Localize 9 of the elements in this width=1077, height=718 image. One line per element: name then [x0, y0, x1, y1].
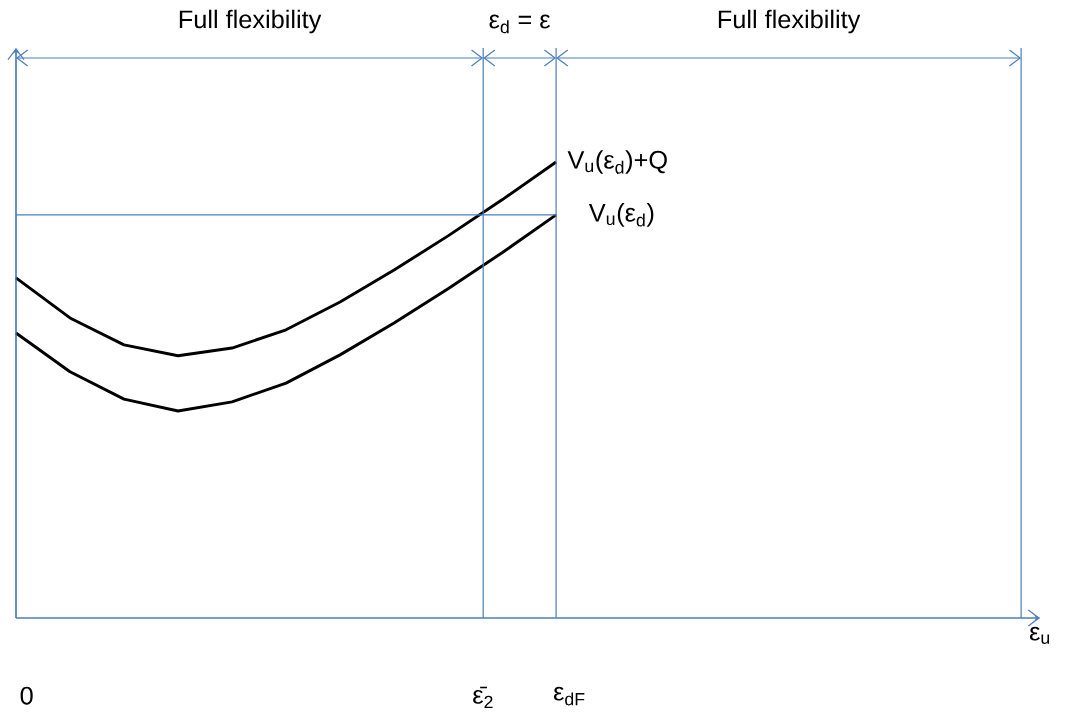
- text: ε$_{d}$ = ε: [489, 14, 551, 34]
- text: 0: [20, 686, 33, 705]
- x-axis-title: ε$_{u}$: [1029, 626, 1050, 644]
- text: Full flexibility: [718, 9, 861, 34]
- series-label: V$_{u}$(ε$_{d}$): [588, 203, 654, 227]
- series-label: V$_{u}$(ε$_{d}$)+Q: [567, 150, 667, 174]
- text: ε̄$_{2}$: [473, 686, 493, 709]
- text: Full flexibility: [179, 9, 322, 34]
- text: ε$_{dF}$: [553, 686, 585, 706]
